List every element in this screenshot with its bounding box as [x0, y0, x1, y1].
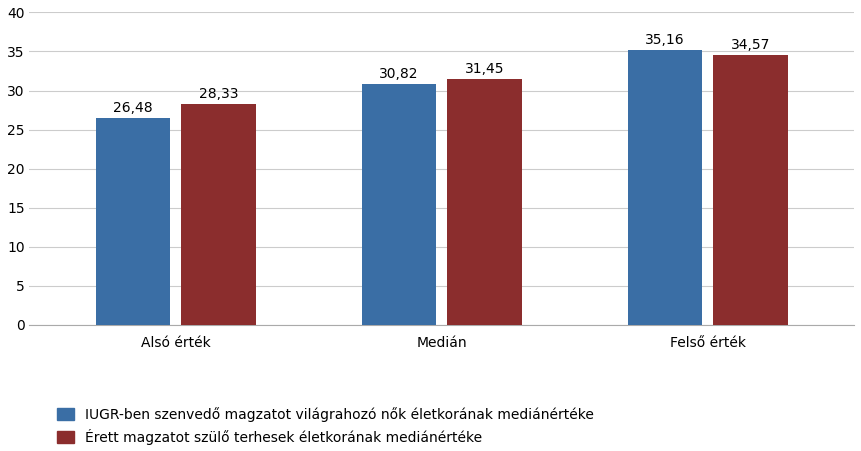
- Text: 35,16: 35,16: [646, 33, 685, 47]
- Bar: [181, 104, 256, 325]
- Text: 26,48: 26,48: [114, 101, 153, 115]
- Legend: IUGR-ben szenvedő magzatot világrahozó nők életkorának mediánértéke, Érett magza: IUGR-ben szenvedő magzatot világrahozó n…: [53, 403, 598, 449]
- Text: 31,45: 31,45: [465, 62, 504, 77]
- Bar: [447, 79, 522, 325]
- Text: 34,57: 34,57: [731, 38, 770, 52]
- Bar: [362, 84, 437, 325]
- Bar: [628, 50, 703, 325]
- Bar: [713, 55, 788, 325]
- Text: 28,33: 28,33: [199, 87, 238, 101]
- Text: 30,82: 30,82: [380, 67, 419, 81]
- Bar: [96, 118, 170, 325]
